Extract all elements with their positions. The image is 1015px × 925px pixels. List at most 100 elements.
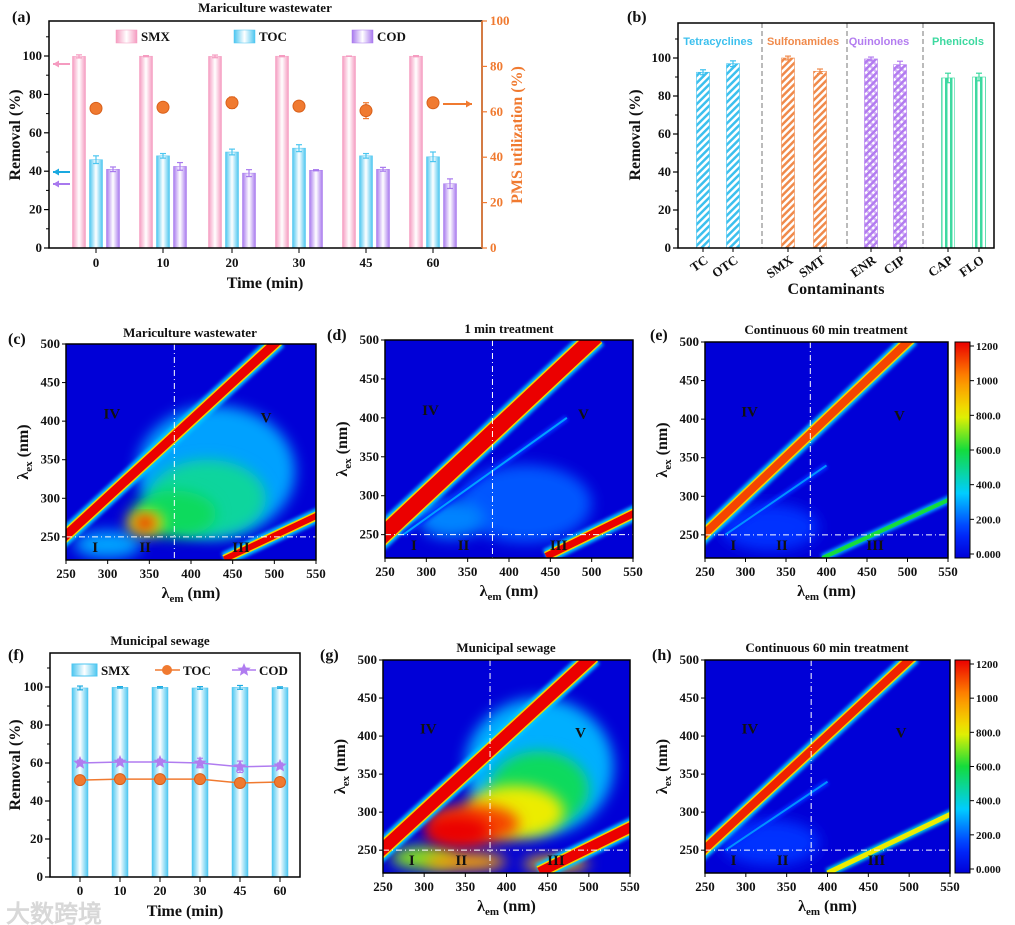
y-tick-label: 350 [680, 450, 700, 465]
pms-utilization-point [225, 96, 239, 110]
eem-contour-map [385, 340, 633, 558]
region-label-i: I [411, 538, 417, 554]
colorbar-tick-label: 1200 [976, 659, 999, 671]
scatter-band [383, 660, 598, 857]
y-tick-label: 500 [680, 334, 700, 349]
x-tick-label: 550 [623, 564, 643, 579]
y-axis-label-sub: ex [23, 461, 35, 472]
panel-f: (f) Municipal sewage 0 20 40 60 80 100 0 10 20 30 45… [7, 633, 301, 920]
x-tick-label: 450 [538, 879, 558, 894]
y-tick-label: 40 [29, 163, 42, 178]
y-tick-label: 40 [658, 164, 671, 179]
y-tick-label: 60 [30, 755, 43, 770]
y-tick-label: 400 [680, 728, 700, 743]
bar-cod [173, 166, 187, 249]
bar-cap [941, 77, 955, 249]
y-axis-label-base: λ [332, 786, 349, 794]
y-tick-label: 400 [680, 411, 700, 426]
legend-label: COD [259, 663, 288, 678]
bar-toc [292, 147, 306, 249]
x-tick-label: 350 [777, 879, 797, 894]
y-tick-label: 450 [360, 371, 380, 386]
scatter-band [223, 512, 316, 560]
bar-toc [156, 155, 170, 249]
bar-cod [242, 172, 256, 249]
region-label-iv: IV [742, 721, 759, 737]
y-axis-label: λex (nm) [15, 424, 35, 479]
region-label-iv: IV [422, 403, 439, 419]
y2-tick-label: 20 [490, 195, 503, 210]
cod-point [73, 756, 87, 769]
x-tick-label: 550 [306, 566, 326, 581]
x-tick-label: 300 [736, 879, 756, 894]
x-axis-label-sub: em [806, 906, 820, 918]
region-label-v: V [896, 725, 907, 741]
legend-swatch [351, 29, 374, 44]
colorbar-tick-label: 0.000 [976, 864, 1001, 876]
scatter-band [537, 822, 630, 873]
line-toc [79, 778, 281, 784]
chart-title: 1 min treatment [464, 321, 554, 336]
scatter-band [826, 811, 950, 873]
region-label-v: V [578, 407, 589, 423]
y-axis-label: λex (nm) [654, 739, 674, 794]
x-tick-label: 30 [194, 883, 207, 898]
group-label: Tetracyclines [683, 36, 753, 48]
eem-contour-map [705, 660, 950, 873]
panel-label: (g) [320, 647, 339, 664]
eem-contour-map [383, 660, 630, 873]
y-tick-label: 500 [680, 652, 700, 667]
bar-smx [275, 55, 289, 249]
x-tick-label: 250 [373, 879, 393, 894]
colorbar-tick-label: 800.0 [976, 727, 1001, 739]
colorbar [954, 341, 971, 559]
legend-swatch [115, 29, 138, 44]
x-tick-label: 450 [859, 879, 879, 894]
y-axis-label-sub: ex [662, 459, 674, 470]
bar-smx [342, 55, 356, 249]
x-tick-label: 450 [857, 564, 877, 579]
y-axis-label-base: λ [654, 786, 671, 794]
x-axis-label-base: λ [162, 585, 170, 602]
bar-smt [813, 71, 827, 249]
x-axis-label: λem (nm) [480, 583, 539, 603]
y2-tick-label: 80 [490, 58, 503, 73]
y-tick-label: 300 [358, 804, 378, 819]
x-axis-label-unit: (nm) [184, 585, 221, 602]
chart-title: Mariculture wastewater [123, 325, 257, 340]
y-tick-label: 300 [41, 490, 61, 505]
x-axis-label: Contaminants [788, 281, 885, 298]
pms-utilization-point [426, 96, 440, 110]
y-tick-label: 250 [358, 842, 378, 857]
pms-axis-arrow-head [466, 100, 472, 108]
bar-smx [139, 55, 153, 249]
region-label-i: I [731, 853, 737, 869]
cod-point [193, 756, 207, 769]
x-tick-label: ENR [848, 252, 880, 280]
region-label-iii: III [866, 538, 884, 554]
x-tick-label: 400 [818, 879, 838, 894]
x-tick-label: 300 [417, 564, 437, 579]
y-axis-label-base: λ [334, 469, 351, 477]
toc-point [114, 773, 126, 786]
y-tick-label: 80 [30, 717, 43, 732]
y-axis-label: Removal (%) [7, 719, 24, 810]
y-tick-label: 250 [41, 529, 61, 544]
colorbar-tick-label: 400.0 [976, 796, 1001, 808]
x-tick-label: 400 [181, 566, 201, 581]
bar-toc [426, 156, 440, 249]
region-label-ii: II [139, 540, 151, 556]
legend-marker-toc [162, 665, 172, 675]
bar-toc [89, 159, 103, 249]
y-tick-label: 350 [41, 452, 61, 467]
chart-title: Municipal sewage [110, 633, 210, 648]
fluorescence-peak [74, 530, 141, 559]
panel-a: (a)Mariculture wastewater020406080100020… [7, 0, 526, 292]
region-label-i: I [730, 538, 736, 554]
legend-swatch [233, 29, 256, 44]
y-tick-label: 450 [680, 373, 700, 388]
x-tick-label: 0 [77, 883, 84, 898]
y-tick-label: 20 [658, 202, 671, 217]
